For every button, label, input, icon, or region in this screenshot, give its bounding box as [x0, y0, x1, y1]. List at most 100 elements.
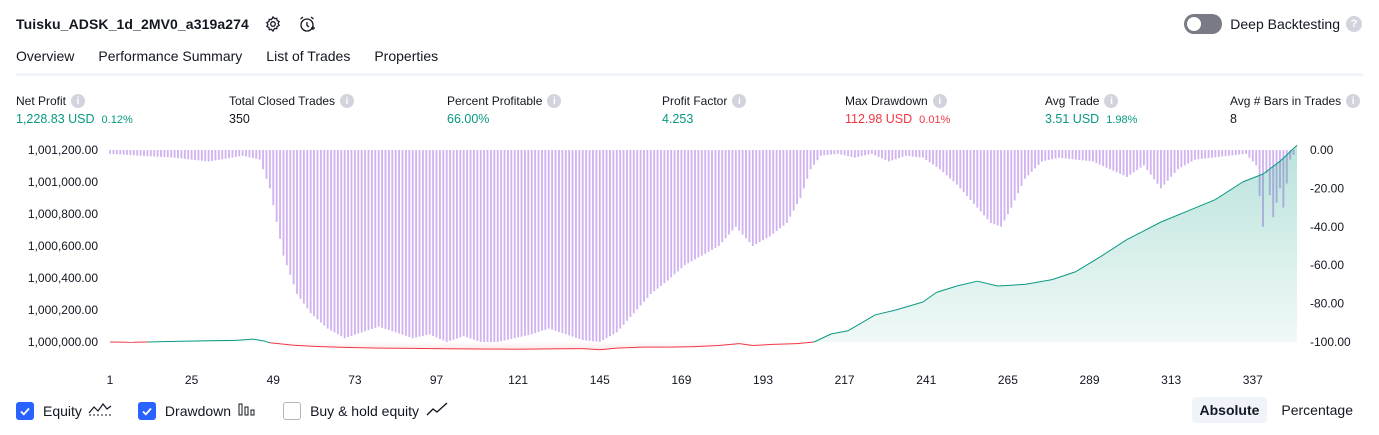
drawdown-bar	[919, 150, 921, 157]
tab-overview[interactable]: Overview	[16, 46, 74, 74]
drawdown-bar	[1106, 150, 1108, 168]
drawdown-bar	[762, 150, 764, 240]
info-icon[interactable]: i	[1104, 94, 1118, 108]
drawdown-bar	[1150, 150, 1152, 175]
drawdown-bar	[408, 150, 410, 337]
gear-icon[interactable]	[263, 14, 283, 34]
drawdown-bar	[279, 150, 281, 239]
drawdown-bar	[1014, 150, 1016, 200]
absolute-button[interactable]: Absolute	[1192, 397, 1268, 423]
drawdown-bar	[844, 150, 846, 155]
drawdown-bar	[1089, 150, 1091, 161]
equity-line-segment	[147, 341, 174, 342]
drawdown-bar	[779, 150, 781, 228]
info-icon[interactable]: i	[1346, 94, 1360, 108]
drawdown-bar	[983, 150, 985, 215]
deep-backtesting-toggle[interactable]	[1184, 14, 1222, 34]
drawdown-bar	[650, 150, 652, 294]
drawdown-bar	[306, 150, 308, 308]
legend-buy-hold[interactable]: Buy & hold equity	[283, 401, 449, 422]
drawdown-bar	[653, 150, 655, 291]
drawdown-bar	[1265, 150, 1267, 173]
checkbox-buy-hold[interactable]	[283, 402, 301, 420]
drawdown-bar	[592, 150, 594, 341]
drawdown-bar	[1031, 150, 1033, 172]
drawdown-bar	[817, 150, 819, 160]
equity-drawdown-chart[interactable]: 1,001,200.00 1,001,000.00 1,000,800.00 1,00…	[0, 140, 1379, 390]
drawdown-bar	[834, 150, 836, 154]
drawdown-bar	[364, 150, 366, 331]
drawdown-bar	[718, 150, 720, 246]
tab-properties[interactable]: Properties	[374, 46, 438, 74]
tab-performance-summary[interactable]: Performance Summary	[98, 46, 242, 74]
drawdown-bar	[565, 150, 567, 334]
drawdown-bar	[1078, 150, 1080, 160]
drawdown-bar	[551, 150, 553, 330]
metric-label: Profit Factor	[662, 94, 727, 108]
drawdown-bar	[493, 150, 495, 342]
drawdown-bar	[599, 150, 601, 342]
drawdown-bar	[1129, 150, 1131, 175]
checkbox-drawdown[interactable]	[138, 402, 156, 420]
drawdown-bar	[714, 150, 716, 248]
info-icon[interactable]: i	[933, 94, 947, 108]
alarm-clock-icon[interactable]	[297, 14, 317, 34]
info-icon[interactable]: i	[340, 94, 354, 108]
right-axis-tick: -60.00	[1310, 258, 1344, 272]
drawdown-bar	[782, 150, 784, 226]
drawdown-bar	[827, 150, 829, 155]
drawdown-bar	[851, 150, 853, 157]
legend-label: Equity	[43, 403, 82, 419]
info-icon[interactable]: i	[547, 94, 561, 108]
drawdown-bar	[163, 150, 165, 157]
checkbox-equity[interactable]	[16, 402, 34, 420]
drawdown-bar	[674, 150, 676, 274]
percentage-button[interactable]: Percentage	[1273, 397, 1361, 423]
drawdown-bar	[432, 150, 434, 336]
view-mode-switch: Absolute Percentage	[1186, 397, 1362, 423]
drawdown-bar	[112, 150, 114, 154]
help-icon[interactable]: ?	[1346, 16, 1362, 32]
drawdown-bar	[507, 150, 509, 340]
drawdown-bar	[636, 150, 638, 309]
drawdown-bar	[1072, 150, 1074, 159]
drawdown-bar	[242, 150, 244, 156]
drawdown-bar	[939, 150, 941, 169]
drawdown-bar	[354, 150, 356, 335]
metric-percent: 0.12%	[102, 114, 133, 126]
drawdown-bar	[847, 150, 849, 156]
drawdown-bar	[538, 150, 540, 332]
drawdown-bar	[925, 150, 927, 160]
drawdown-bar	[201, 150, 203, 161]
drawdown-bar	[374, 150, 376, 328]
drawdown-bar	[129, 150, 131, 155]
deep-backtesting-label: Deep Backtesting	[1230, 16, 1340, 32]
drawdown-bar	[708, 150, 710, 252]
drawdown-bar	[157, 150, 159, 157]
drawdown-bar	[1218, 150, 1220, 157]
info-icon[interactable]: i	[732, 94, 746, 108]
drawdown-bar	[663, 150, 665, 283]
drawdown-bar	[704, 150, 706, 254]
drawdown-bar	[524, 150, 526, 336]
drawdown-bar	[323, 150, 325, 325]
legend-equity[interactable]: Equity	[16, 401, 112, 422]
drawdown-bar	[405, 150, 407, 336]
metric-value: 3.51 USD	[1045, 112, 1099, 126]
drawdown-bar	[1160, 150, 1162, 188]
drawdown-bar	[1133, 150, 1135, 172]
metric-label: Total Closed Trades	[229, 94, 335, 108]
drawdown-bar	[619, 150, 621, 329]
legend-drawdown[interactable]: Drawdown	[138, 401, 257, 422]
drawdown-bar	[541, 150, 543, 331]
drawdown-bar	[898, 150, 900, 158]
drawdown-bar	[643, 150, 645, 302]
tab-list-of-trades[interactable]: List of Trades	[266, 46, 350, 74]
drawdown-bar	[755, 150, 757, 244]
drawdown-bar	[276, 150, 278, 222]
metric-avg-trade: Avg Trade i 3.51 USD 1.98%	[1045, 92, 1137, 126]
info-icon[interactable]: i	[71, 94, 85, 108]
metric-profit-factor: Profit Factor i 4.253	[662, 92, 746, 126]
drawdown-bar	[252, 150, 254, 158]
